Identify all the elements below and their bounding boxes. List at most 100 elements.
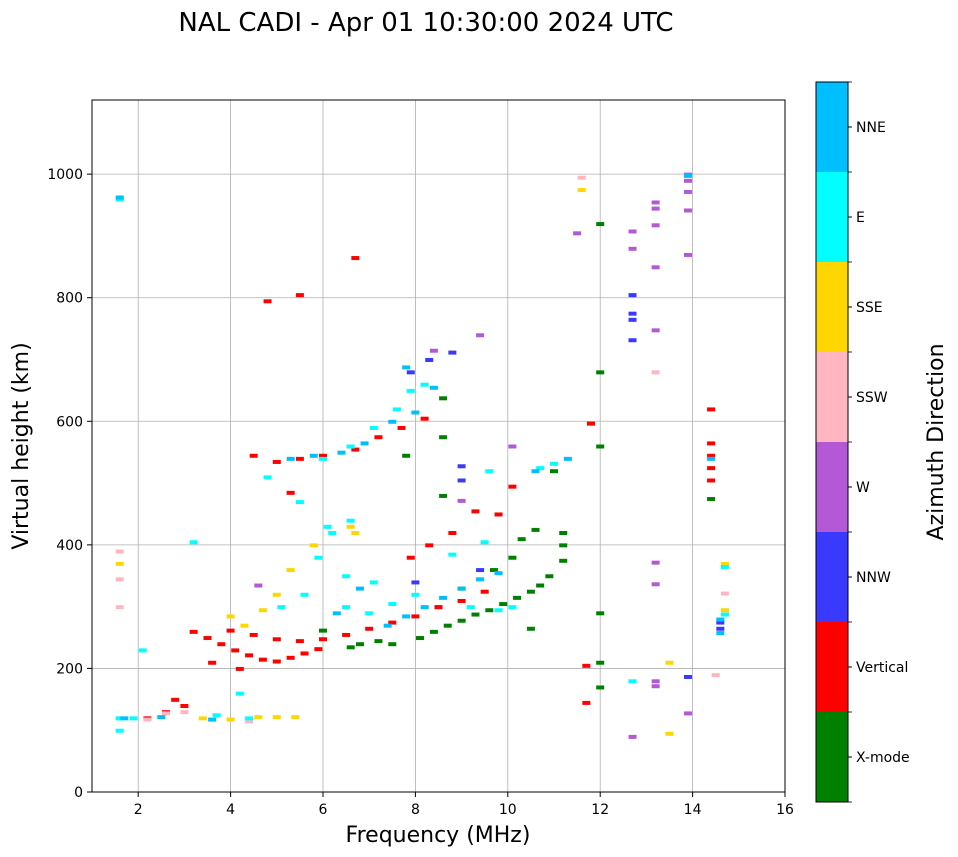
data-point-ssw (180, 710, 189, 715)
data-point-nne (208, 717, 217, 722)
data-point-w (651, 560, 660, 565)
data-point-nne (411, 410, 420, 415)
data-point-e (406, 388, 415, 393)
data-point-vertical (457, 598, 466, 603)
data-point-nnw (406, 370, 415, 375)
data-point-vertical (397, 425, 406, 430)
data-point-e (365, 611, 374, 616)
data-point-nne (360, 441, 369, 446)
data-point-nne (531, 469, 540, 474)
data-point-vertical (245, 653, 254, 658)
data-point-e (369, 425, 378, 430)
data-point-vertical (448, 531, 457, 535)
data-point-e (212, 713, 221, 718)
data-point-nnw (628, 293, 637, 298)
data-point-w (651, 679, 660, 684)
data-point-vertical (374, 435, 383, 440)
data-point-nnw (411, 580, 420, 585)
data-point-vertical (295, 456, 304, 461)
data-point-nne (120, 716, 129, 721)
data-point-vertical (406, 555, 415, 560)
data-point-vertical (434, 605, 443, 610)
data-point-sse (258, 608, 267, 613)
data-point-e (300, 592, 309, 597)
data-point-sse (665, 660, 674, 665)
data-point-x-mode (457, 618, 466, 623)
data-point-w (683, 189, 692, 194)
data-point-e (235, 691, 244, 696)
data-point-w (628, 229, 637, 234)
data-point-e (277, 605, 286, 610)
data-point-nne (337, 450, 346, 455)
data-point-w (683, 252, 692, 257)
data-point-vertical (208, 660, 217, 665)
data-point-x-mode (416, 636, 425, 641)
colorbar-tick-label: Vertical (856, 660, 908, 676)
data-point-e (550, 461, 558, 466)
data-point-e (628, 679, 637, 684)
data-point-w (476, 333, 485, 338)
data-point-x-mode (531, 527, 540, 532)
colorbar-frame (815, 81, 849, 803)
data-point-vertical (388, 620, 397, 625)
data-point-nne (457, 586, 466, 591)
y-tick-label: 400 (56, 538, 83, 554)
colorbar-tick-label: SSW (856, 390, 888, 406)
data-point-x-mode (596, 611, 605, 616)
data-point-nne (388, 419, 397, 424)
data-point-vertical (508, 484, 517, 489)
data-point-vertical (180, 704, 189, 708)
data-point-e (115, 716, 124, 721)
data-point-w (651, 200, 660, 205)
data-point-x-mode (508, 555, 517, 560)
data-point-nne (355, 586, 364, 591)
x-tick-label: 6 (319, 802, 328, 818)
data-point-w (651, 684, 660, 689)
data-point-w (651, 223, 660, 228)
y-tick-label: 600 (56, 414, 83, 430)
plot-area (92, 100, 785, 792)
y-tick-label: 1000 (47, 167, 83, 183)
data-point-x-mode (374, 639, 383, 644)
data-point-vertical (365, 626, 374, 631)
data-point-nne (476, 577, 485, 582)
data-point-nnw (425, 358, 434, 362)
data-point-sse (226, 614, 235, 619)
data-point-ssw (115, 577, 124, 582)
data-point-e (508, 605, 517, 610)
data-point-x-mode (439, 435, 448, 440)
data-point-sse (346, 524, 355, 529)
x-tick-label: 14 (684, 802, 702, 818)
data-point-w (457, 498, 466, 503)
data-point-e (342, 574, 351, 579)
data-point-w (683, 711, 692, 716)
data-point-nnw (628, 311, 637, 316)
data-point-vertical (258, 657, 267, 662)
colorbar-segment (816, 82, 848, 172)
data-point-vertical (707, 453, 716, 458)
colorbar-segment (816, 262, 848, 352)
data-point-w (683, 208, 692, 213)
data-point-nne (716, 617, 725, 622)
data-point-e (388, 602, 397, 607)
data-point-w (573, 231, 582, 236)
data-point-x-mode (439, 396, 448, 401)
data-point-w (651, 206, 660, 211)
y-axis-label: Virtual height (km) (9, 342, 34, 549)
data-point-nnw (683, 674, 692, 679)
data-point-e (295, 500, 304, 505)
data-point-sse (286, 568, 295, 573)
data-point-vertical (314, 647, 323, 652)
chart-title: NAL CADI - Apr 01 10:30:00 2024 UTC (178, 8, 673, 38)
data-point-nnw (457, 478, 466, 483)
data-point-x-mode (319, 628, 327, 633)
data-point-sse (240, 623, 249, 628)
y-tick-label: 200 (56, 661, 83, 677)
colorbar-tick-label: NNW (856, 570, 891, 586)
data-point-sse (351, 531, 360, 535)
data-point-x-mode (355, 642, 364, 647)
data-point-nne (683, 173, 692, 178)
data-point-ssw (577, 175, 586, 180)
data-point-sse (198, 716, 207, 721)
colorbar-segment (816, 172, 848, 262)
